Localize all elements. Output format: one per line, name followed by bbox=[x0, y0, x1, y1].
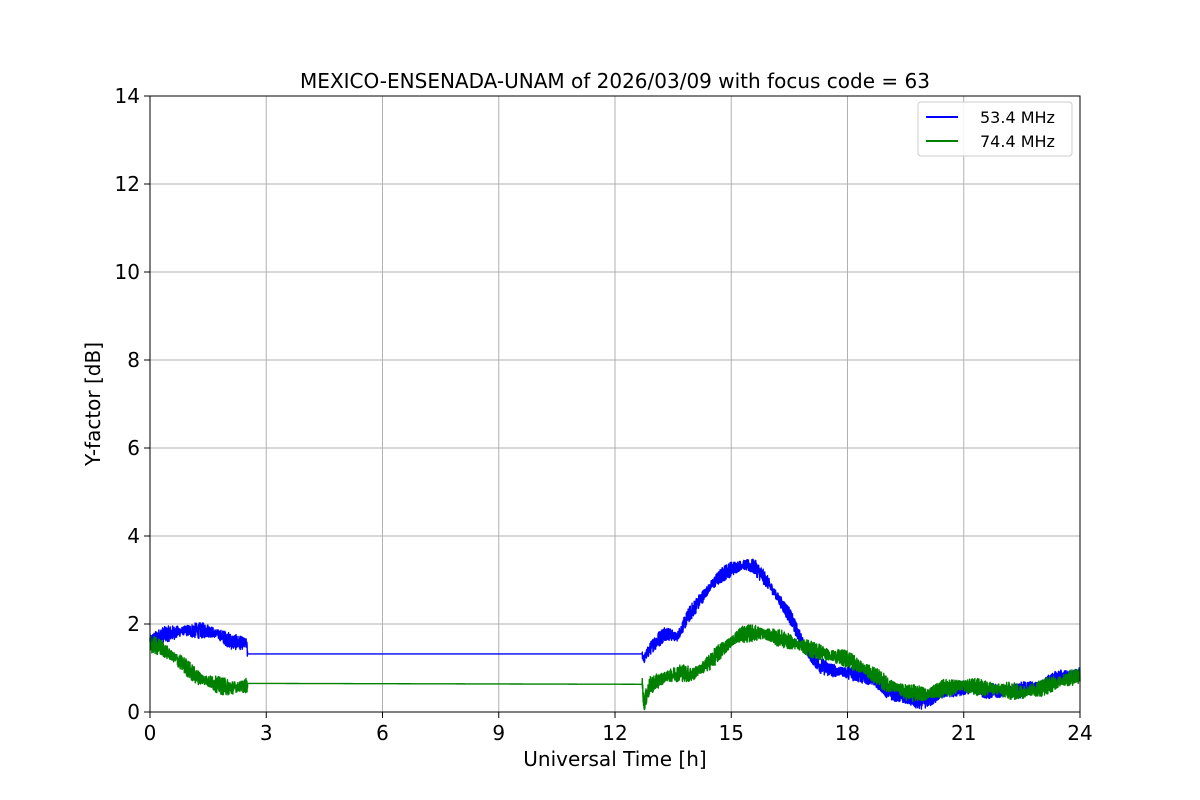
x-tick-label: 12 bbox=[602, 721, 627, 745]
data-series bbox=[149, 558, 1081, 711]
x-tick-label: 9 bbox=[492, 721, 505, 745]
legend-label: 53.4 MHz bbox=[980, 108, 1055, 127]
y-tick-label: 4 bbox=[127, 524, 140, 548]
x-tick-label: 3 bbox=[260, 721, 273, 745]
y-tick-label: 0 bbox=[127, 700, 140, 724]
legend: 53.4 MHz 74.4 MHz bbox=[917, 101, 1073, 157]
chart-title: MEXICO-ENSENADA-UNAM of 2026/03/09 with … bbox=[300, 69, 930, 93]
y-tick-label: 8 bbox=[127, 348, 140, 372]
series-line-1 bbox=[149, 624, 1081, 711]
y-tick-label: 10 bbox=[115, 260, 140, 284]
x-tick-label: 6 bbox=[376, 721, 389, 745]
x-axis-label: Universal Time [h] bbox=[523, 747, 706, 771]
legend-label: 74.4 MHz bbox=[980, 132, 1055, 151]
y-axis-label: Y-factor [dB] bbox=[81, 342, 105, 467]
legend-box bbox=[917, 101, 1073, 157]
x-tick-label: 15 bbox=[719, 721, 744, 745]
x-tick-label: 24 bbox=[1067, 721, 1092, 745]
x-tick-label: 21 bbox=[951, 721, 976, 745]
y-tick-label: 6 bbox=[127, 436, 140, 460]
y-tick-label: 14 bbox=[115, 84, 140, 108]
x-tick-label: 0 bbox=[144, 721, 157, 745]
y-tick-label: 12 bbox=[115, 172, 140, 196]
y-tick-label: 2 bbox=[127, 612, 140, 636]
x-tick-label: 18 bbox=[835, 721, 860, 745]
